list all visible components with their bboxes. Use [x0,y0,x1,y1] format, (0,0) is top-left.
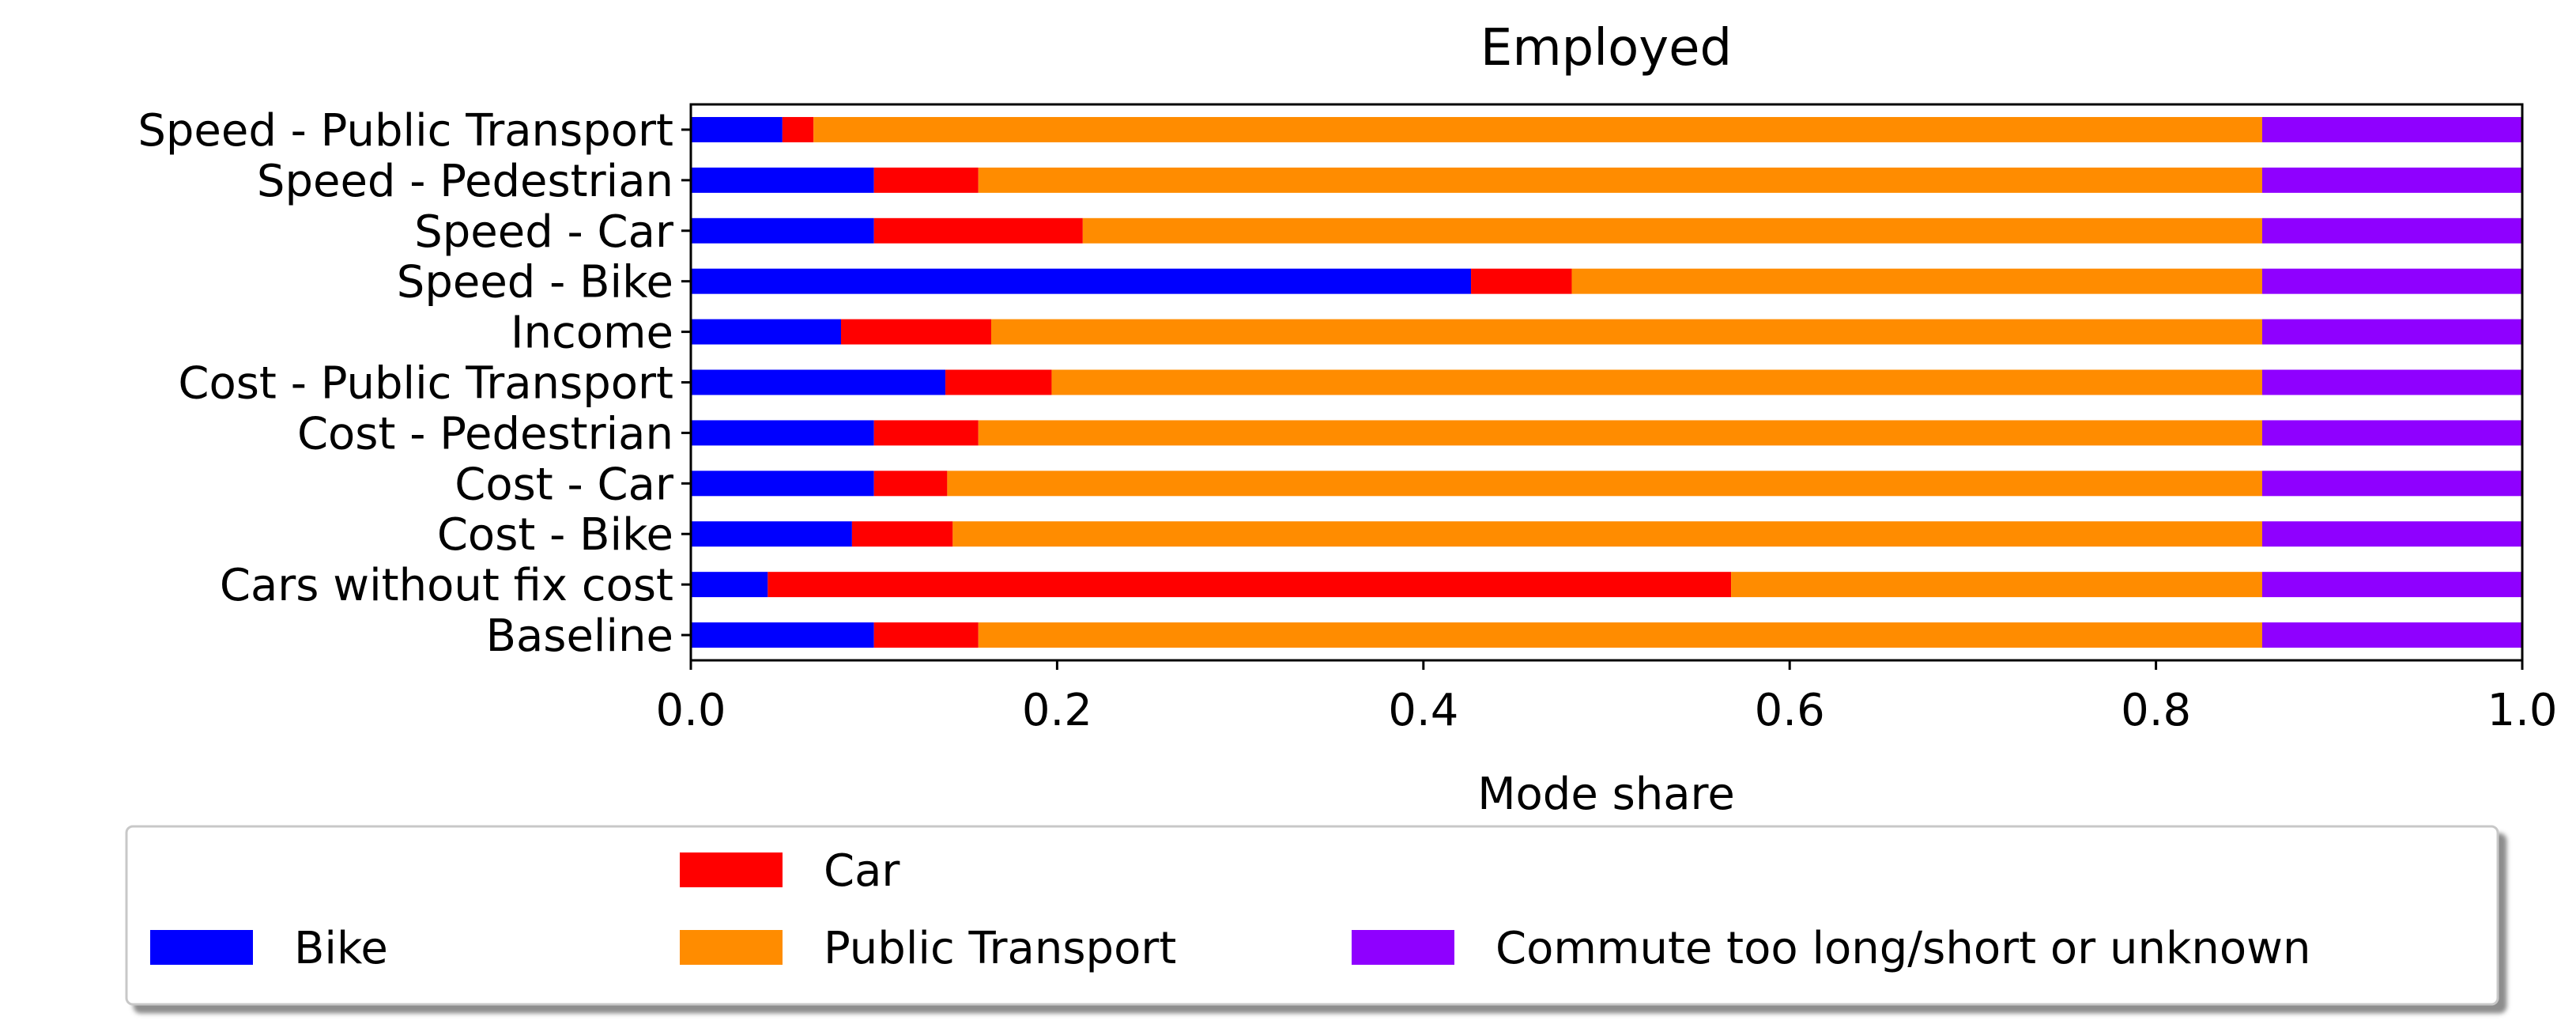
y-tick-label-cost-bike: Cost - Bike [437,509,673,561]
bar-car-speed-public-transport [782,116,814,142]
bar-public-transport-income [990,319,2262,345]
x-tick-label: 0.2 [1022,685,1092,736]
bar-commute-too-long-short-or-unknown-cars-without-fix-cost [2261,572,2522,598]
y-tick-label-speed-pedestrian: Speed - Pedestrian [257,156,673,207]
bar-car-income [840,319,991,345]
bar-bike-cost-bike [691,521,852,547]
legend-swatch-public-transport [680,930,783,965]
y-tick-label-speed-car: Speed - Car [414,206,674,258]
bar-car-cars-without-fix-cost [768,572,1732,598]
bar-car-cost-car [873,471,948,497]
y-tick-label-cost-public-transport: Cost - Public Transport [178,358,673,410]
bar-bike-cost-public-transport [691,369,946,395]
bar-public-transport-cost-bike [952,521,2262,547]
legend-swatch-bike [150,930,253,965]
bar-commute-too-long-short-or-unknown-speed-car [2261,217,2522,244]
bar-public-transport-cost-pedestrian [978,420,2262,446]
y-tick-label-baseline: Baseline [486,611,673,662]
legend: Bike Car Public Transport Commute too long/… [125,825,2499,1006]
x-ticks: 0.0 0.2 0.4 0.6 0.8 1.0 [655,660,2558,736]
bar-public-transport-speed-pedestrian [978,167,2262,193]
x-tick-label: 0.4 [1388,685,1458,736]
x-axis-label: Mode share [1477,769,1735,820]
legend-label-bike: Bike [294,923,388,974]
y-tick-label-cars-without-fix-cost: Cars without fix cost [220,560,673,611]
plot-frame [689,103,2524,662]
legend-label-public-transport: Public Transport [824,923,1176,974]
bar-bike-cars-without-fix-cost [691,572,768,598]
bar-bike-speed-bike [691,268,1472,294]
legend-swatch-car [680,852,783,887]
chart-title: Employed [1480,19,1732,77]
bar-car-speed-pedestrian [873,167,979,193]
bar-bike-baseline [691,622,874,648]
bar-bike-speed-car [691,217,874,244]
x-tick-label: 0.8 [2121,685,2191,736]
bar-commute-too-long-short-or-unknown-speed-public-transport [2261,116,2522,142]
bar-public-transport-speed-car [1082,217,2262,244]
bar-commute-too-long-short-or-unknown-income [2261,319,2522,345]
bar-public-transport-baseline [978,622,2262,648]
legend-label-car: Car [824,845,900,897]
legend-box [125,825,2499,1006]
bar-commute-too-long-short-or-unknown-cost-public-transport [2261,369,2522,395]
legend-label-commute-too-long-short-or-unknown: Commute too long/short or unknown [1495,923,2310,974]
bar-commute-too-long-short-or-unknown-cost-pedestrian [2261,420,2522,446]
bar-car-baseline [873,622,979,648]
bar-car-cost-pedestrian [873,420,979,446]
bar-car-cost-bike [851,521,953,547]
bar-public-transport-cost-public-transport [1051,369,2262,395]
bar-car-cost-public-transport [945,369,1052,395]
y-tick-label-speed-public-transport: Speed - Public Transport [138,105,673,157]
x-tick-label: 0.6 [1755,685,1825,736]
legend-swatch-commute-too-long-short-or-unknown [1352,930,1454,965]
bar-car-speed-car [873,217,1083,244]
y-tick-label-income: Income [511,308,673,359]
bar-bike-speed-pedestrian [691,167,874,193]
bar-public-transport-speed-bike [1571,268,2262,294]
bar-bike-cost-car [691,471,874,497]
bar-commute-too-long-short-or-unknown-baseline [2261,622,2522,648]
x-tick-label: 1.0 [2487,685,2557,736]
y-tick-label-cost-car: Cost - Car [454,459,674,510]
bar-bike-speed-public-transport [691,116,783,142]
bar-public-transport-cost-car [947,471,2262,497]
bar-commute-too-long-short-or-unknown-speed-bike [2261,268,2522,294]
bar-commute-too-long-short-or-unknown-cost-car [2261,471,2522,497]
bar-car-speed-bike [1471,268,1572,294]
bars-group [691,116,2522,648]
bar-public-transport-cars-without-fix-cost [1731,572,2262,598]
bar-bike-income [691,319,841,345]
x-tick-label: 0.0 [655,685,726,736]
bar-public-transport-speed-public-transport [813,116,2262,142]
bar-bike-cost-pedestrian [691,420,874,446]
y-tick-label-speed-bike: Speed - Bike [397,257,673,308]
bar-commute-too-long-short-or-unknown-cost-bike [2261,521,2522,547]
bar-commute-too-long-short-or-unknown-speed-pedestrian [2261,167,2522,193]
y-tick-label-cost-pedestrian: Cost - Pedestrian [297,408,673,459]
